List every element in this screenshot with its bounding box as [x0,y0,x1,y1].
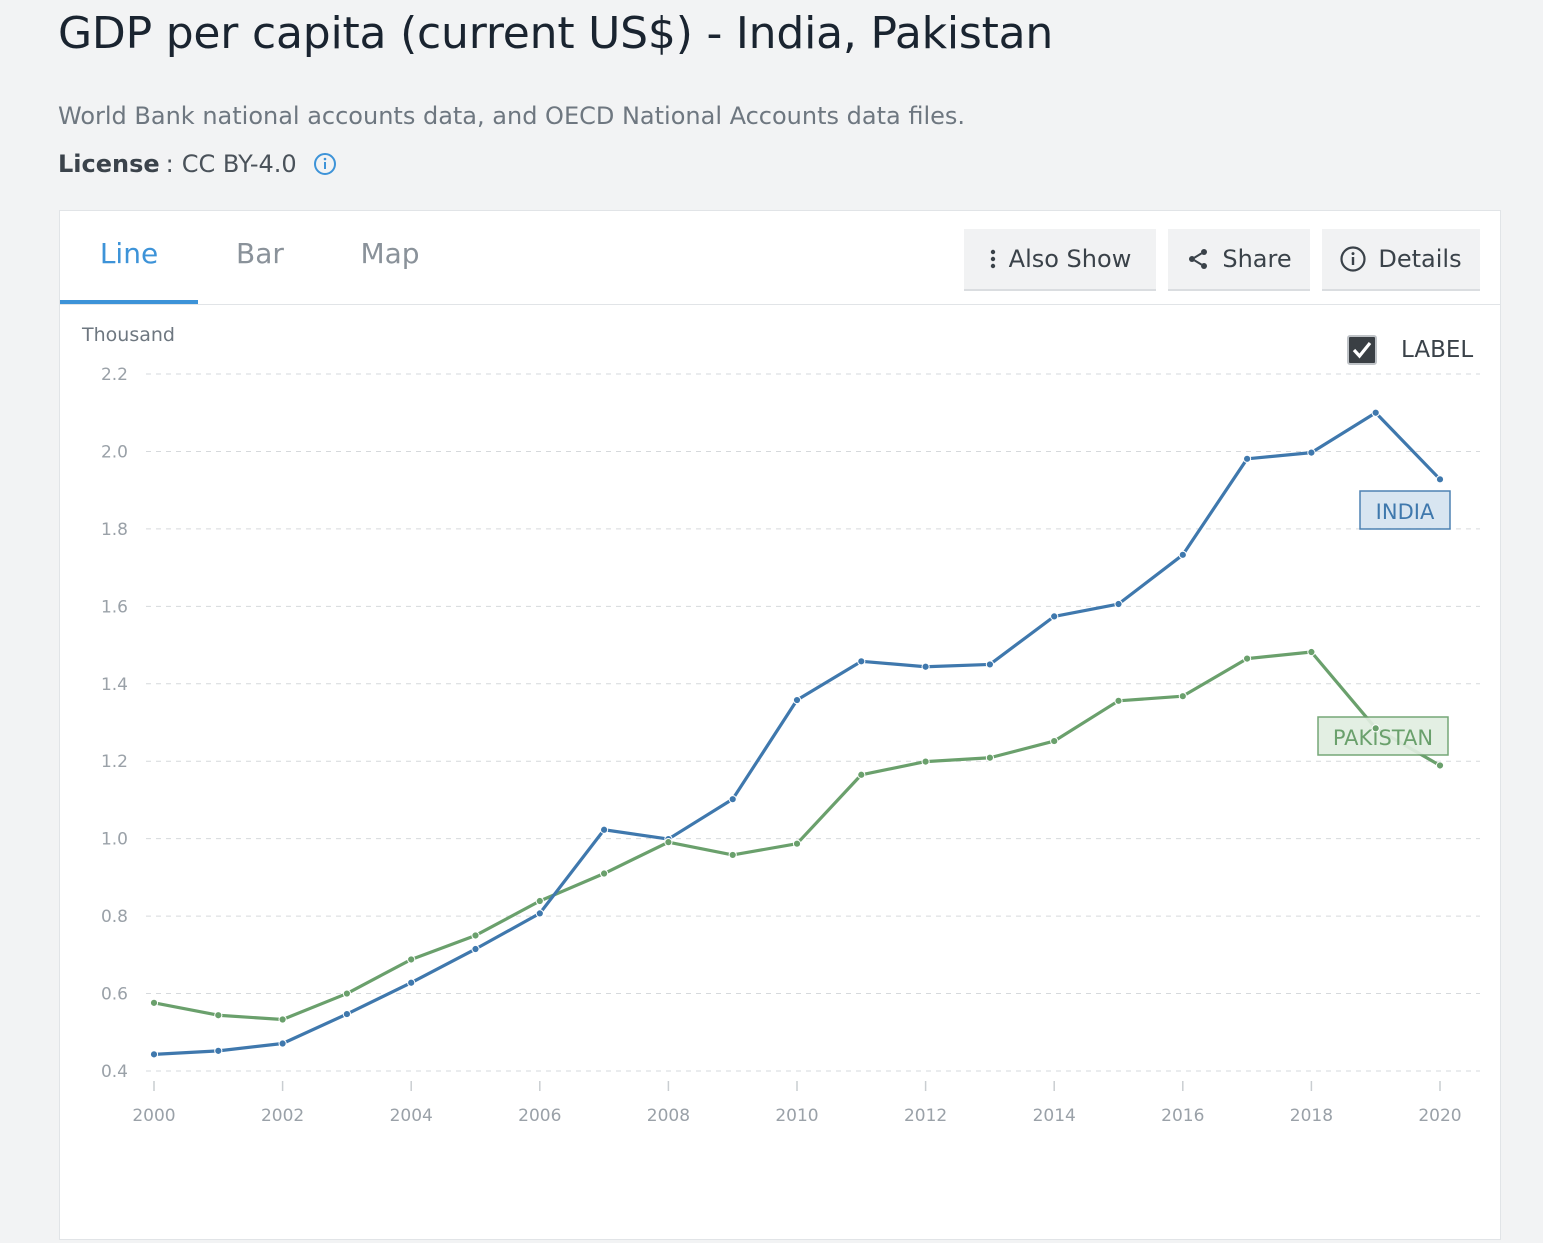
series-label-box [1359,490,1451,530]
x-tick-label: 2002 [261,1106,304,1126]
details-label: Details [1378,245,1462,273]
data-point [214,1046,223,1055]
data-point [278,1015,287,1024]
label-toggle[interactable]: LABEL [1347,335,1473,365]
x-tick-label: 2010 [775,1106,818,1126]
x-tick-label: 2016 [1161,1106,1204,1126]
x-tick-label: 2018 [1290,1106,1333,1126]
x-tick-label: 2000 [132,1106,175,1126]
data-point [214,1011,223,1020]
data-point [407,978,416,987]
source-note: World Bank national accounts data, and O… [58,102,966,130]
data-point [792,695,802,705]
data-point [1307,448,1316,457]
series-label-box [1317,716,1449,756]
data-point [342,1009,351,1019]
tab-line[interactable]: Line [60,211,198,304]
data-point [1307,647,1316,657]
data-point [1435,761,1445,770]
y-tick-label: 2.0 [101,442,128,462]
share-label: Share [1222,245,1292,273]
data-point [857,657,866,666]
data-point [985,660,995,669]
also-show-label: Also Show [1008,245,1132,273]
data-point [1243,654,1252,663]
data-point [921,757,930,766]
data-point [471,931,480,940]
x-tick-label: 2004 [390,1106,433,1126]
data-point [1114,599,1123,609]
data-point [600,869,609,878]
details-button[interactable]: Details [1322,229,1480,289]
data-point [407,955,416,964]
data-point [1435,475,1445,484]
license-key: License [58,150,160,178]
x-tick-label: 2006 [518,1106,561,1126]
data-point [342,989,351,998]
series-label-pakistan: PAKISTAN [1333,726,1433,750]
data-point [792,839,802,848]
data-point [535,896,544,906]
data-point [857,770,866,779]
data-point [728,795,737,804]
data-point [1178,550,1187,559]
license-separator: : [165,150,174,178]
also-show-button[interactable]: Also Show [964,229,1156,289]
info-icon[interactable] [313,152,337,176]
chart-tabs: Line Bar Map Also Show Share [60,211,1500,305]
line-chart: Thousand 0.4 0.6 0.8 1.0 1.2 1.4 1.6 1.8 2.0 2.2 20… [81,324,1480,1126]
data-point [535,909,544,918]
y-unit-label: Thousand [81,324,175,346]
x-tick-label: 2008 [647,1106,690,1126]
data-point [149,998,159,1007]
x-tick-label: 2020 [1418,1106,1461,1126]
more-vertical-icon [990,249,995,269]
y-tick-label: 2.2 [101,365,128,385]
series-line-india [153,411,1442,1056]
data-point [1050,612,1059,621]
y-tick-label: 1.6 [101,597,128,617]
x-tick-label: 2014 [1033,1106,1076,1126]
data-point [278,1039,287,1048]
data-point [1371,408,1380,417]
x-tick-label: 2012 [904,1106,947,1126]
checkbox-checked-icon[interactable] [1347,335,1377,365]
y-tick-label: 1.4 [101,675,128,695]
y-tick-label: 1.0 [101,830,128,850]
y-tick-label: 0.6 [101,985,128,1005]
share-button[interactable]: Share [1168,229,1310,289]
page-title: GDP per capita (current US$) - India, Pa… [58,8,1054,59]
series-line-pakistan [153,650,1441,1022]
data-point [1050,736,1059,746]
label-toggle-text: LABEL [1401,337,1474,363]
share-icon [1189,249,1208,269]
chart-card: Line Bar Map Also Show Share [59,210,1501,1240]
y-tick-label: 1.2 [101,752,128,772]
data-point [600,825,609,834]
data-point [921,662,930,671]
chart-area: LABEL Thousand 0.4 0.6 0.8 1.0 1.2 1.4 1.6 1.8 2.… [60,305,1500,1239]
y-tick-label: 0.8 [101,907,128,927]
data-point [1114,696,1123,705]
data-point [1178,692,1187,701]
data-point [985,753,995,762]
data-point [1371,724,1380,733]
tab-map[interactable]: Map [360,237,420,270]
data-point [1243,454,1252,463]
data-point [149,1050,159,1059]
y-tick-label: 1.8 [101,520,128,540]
data-point [728,850,737,860]
license-value: CC BY-4.0 [181,150,297,178]
y-tick-label: 0.4 [101,1062,128,1082]
license-line: License : CC BY-4.0 [58,150,337,178]
info-circle-icon [1340,246,1366,272]
tab-bar[interactable]: Bar [236,237,284,270]
data-point [664,838,673,847]
data-point [471,944,480,954]
series-label-india: INDIA [1376,500,1435,524]
